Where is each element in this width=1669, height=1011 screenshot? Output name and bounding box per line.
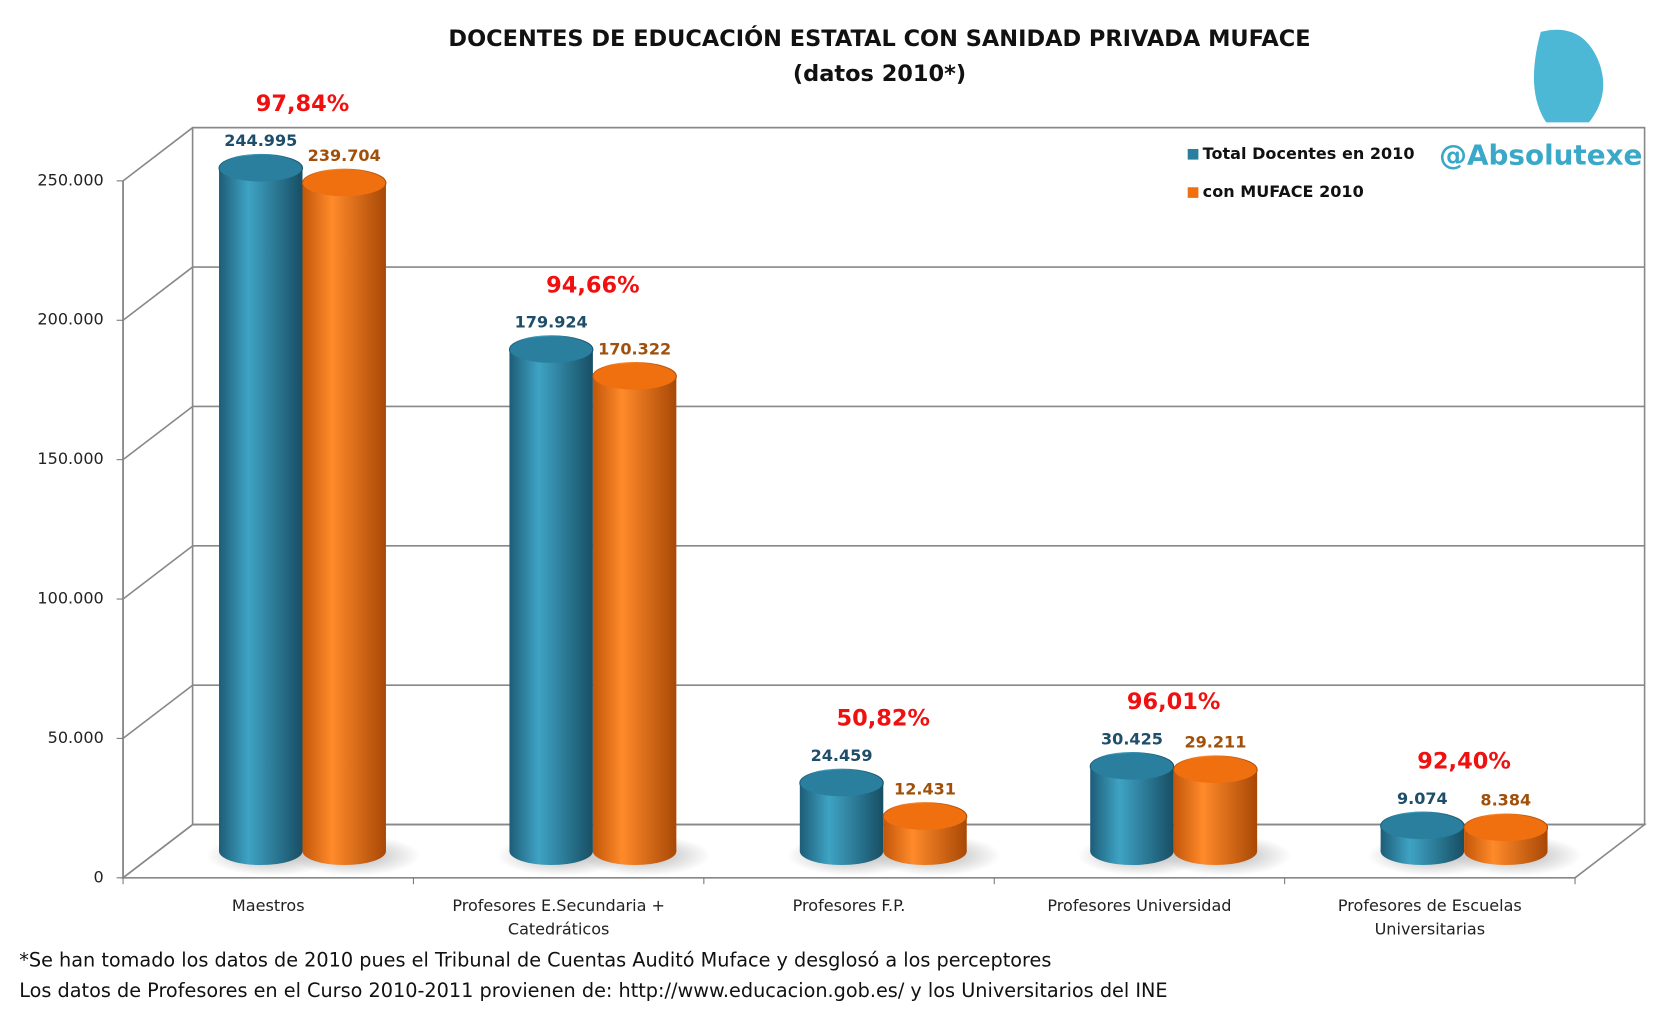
x-tick-label: Catedráticos (508, 919, 610, 938)
annotation: 96,01% (1127, 689, 1221, 715)
bar-top (1173, 755, 1258, 785)
chart-subtitle: (datos 2010*) (793, 61, 966, 87)
bar (218, 153, 304, 866)
data-label: 24.459 (811, 746, 873, 765)
y-tick-label: 50.000 (48, 728, 104, 747)
data-label: 244.995 (224, 131, 297, 150)
grid-line (122, 266, 194, 321)
bar (882, 802, 968, 866)
bar-bottom (1464, 837, 1548, 866)
y-tick-label: 200.000 (37, 310, 103, 329)
bar (1380, 811, 1465, 866)
bar-top (592, 362, 677, 391)
bar-top (882, 802, 968, 831)
bar (301, 168, 387, 866)
x-tick-label: Profesores Universidad (1047, 896, 1231, 915)
grid-line (122, 127, 194, 182)
legend-label: con MUFACE 2010 (1203, 182, 1364, 201)
annotation: 94,66% (546, 272, 640, 298)
data-label: 30.425 (1101, 729, 1163, 748)
watermark: @Absolutexe (1439, 138, 1642, 171)
grid-line (122, 405, 194, 461)
bar-bottom (883, 837, 967, 866)
data-label: 170.322 (598, 339, 671, 358)
bar (1173, 755, 1258, 866)
bar-top (1089, 752, 1175, 781)
grid-line (122, 823, 194, 879)
bar-bottom (509, 837, 593, 866)
footnote: *Se han tomado los datos de 2010 pues el… (19, 948, 1051, 971)
chart-title: DOCENTES DE EDUCACIÓN ESTATAL CON SANIDA… (448, 24, 1310, 52)
bar (508, 335, 594, 866)
data-label: 179.924 (515, 313, 588, 332)
annotation: 97,84% (256, 91, 350, 117)
legend-label: Total Docentes en 2010 (1203, 144, 1415, 163)
bar (1463, 813, 1549, 866)
bar (592, 362, 677, 866)
bar-top (1463, 813, 1549, 843)
bar-top (508, 335, 594, 364)
bar-bottom (219, 837, 303, 866)
bar-body (219, 168, 303, 852)
x-tick-label: Maestros (232, 896, 305, 915)
plot: DOCENTES DE EDUCACIÓN ESTATAL CON SANIDA… (19, 24, 1647, 1002)
bar (1089, 752, 1175, 866)
bar-bottom (1173, 837, 1258, 866)
bar-bottom (799, 837, 884, 866)
grid-line (122, 684, 194, 740)
legend-swatch (1187, 187, 1199, 198)
logo (1533, 29, 1604, 123)
annotation: 50,82% (837, 706, 931, 732)
bar-body (592, 376, 677, 852)
x-tick-label: Profesores F.P. (793, 896, 906, 915)
bar-bottom (1090, 837, 1174, 866)
data-label: 12.431 (894, 779, 956, 798)
bar (799, 768, 884, 866)
bar-top (218, 153, 304, 183)
x-tick-label: Profesores de Escuelas (1338, 896, 1522, 915)
data-label: 8.384 (1480, 791, 1531, 810)
footnote: Los datos de Profesores en el Curso 2010… (19, 979, 1167, 1002)
grid-line (122, 545, 194, 600)
bar-top (799, 768, 884, 798)
data-label: 9.074 (1397, 789, 1448, 808)
bar-body (509, 349, 593, 852)
x-tick-label: Profesores E.Secundaria + (452, 896, 665, 915)
bar-top (1380, 811, 1465, 841)
data-label: 29.211 (1184, 733, 1246, 752)
bar-bottom (302, 837, 386, 866)
y-tick-label: 100.000 (37, 589, 103, 608)
bar-body (302, 182, 386, 852)
y-tick-label: 150.000 (37, 449, 103, 468)
bar-bottom (592, 837, 677, 866)
legend-swatch (1187, 148, 1199, 160)
data-label: 239.704 (308, 146, 381, 165)
y-tick-label: 250.000 (37, 170, 103, 189)
x-tick-label: Universitarias (1375, 919, 1486, 938)
annotation: 92,40% (1417, 749, 1511, 775)
y-tick-label: 0 (94, 867, 104, 886)
bar-bottom (1380, 837, 1465, 866)
bar-top (301, 168, 387, 198)
